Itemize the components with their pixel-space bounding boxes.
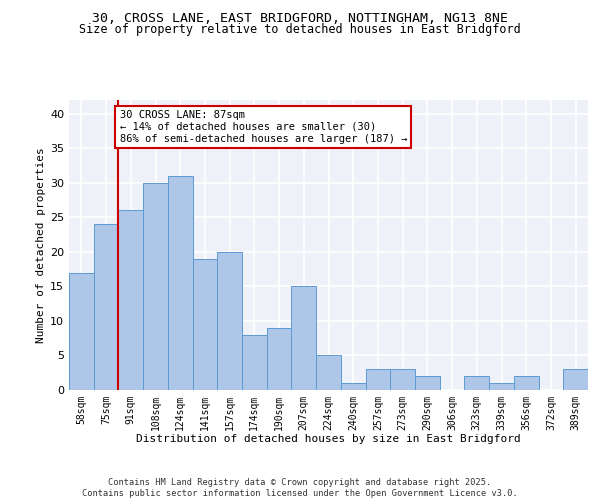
Bar	[143, 183, 168, 390]
Bar	[168, 176, 193, 390]
Bar	[292, 286, 316, 390]
Bar	[415, 376, 440, 390]
Bar	[489, 383, 514, 390]
Bar	[316, 356, 341, 390]
Bar	[365, 370, 390, 390]
Bar	[69, 272, 94, 390]
Bar	[341, 383, 365, 390]
Y-axis label: Number of detached properties: Number of detached properties	[36, 147, 46, 343]
Text: 30, CROSS LANE, EAST BRIDGFORD, NOTTINGHAM, NG13 8NE: 30, CROSS LANE, EAST BRIDGFORD, NOTTINGH…	[92, 12, 508, 26]
Text: 30 CROSS LANE: 87sqm
← 14% of detached houses are smaller (30)
86% of semi-detac: 30 CROSS LANE: 87sqm ← 14% of detached h…	[119, 110, 407, 144]
Bar	[267, 328, 292, 390]
Bar	[390, 370, 415, 390]
Bar	[217, 252, 242, 390]
Bar	[193, 259, 217, 390]
X-axis label: Distribution of detached houses by size in East Bridgford: Distribution of detached houses by size …	[136, 434, 521, 444]
Text: Contains HM Land Registry data © Crown copyright and database right 2025.
Contai: Contains HM Land Registry data © Crown c…	[82, 478, 518, 498]
Bar	[464, 376, 489, 390]
Text: Size of property relative to detached houses in East Bridgford: Size of property relative to detached ho…	[79, 22, 521, 36]
Bar	[94, 224, 118, 390]
Bar	[118, 210, 143, 390]
Bar	[242, 335, 267, 390]
Bar	[514, 376, 539, 390]
Bar	[563, 370, 588, 390]
